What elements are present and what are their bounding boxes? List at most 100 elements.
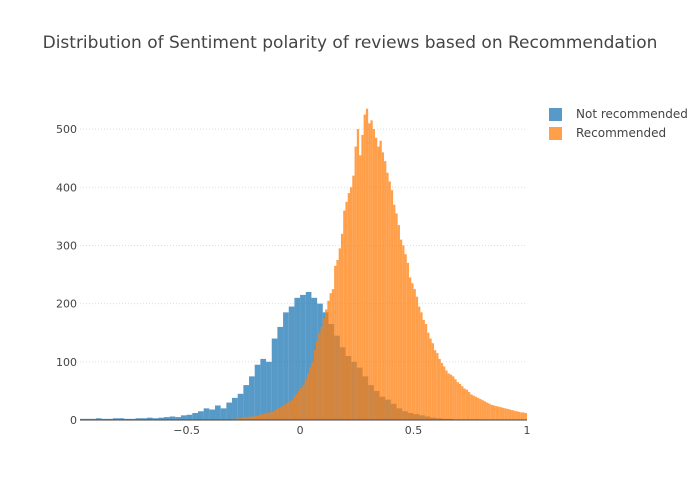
- histogram-bar: [300, 294, 306, 420]
- histogram-bar: [260, 358, 267, 420]
- histogram-bar: [386, 172, 389, 420]
- histogram-bar: [433, 350, 437, 420]
- histogram-bar: [443, 366, 446, 420]
- histogram-bar: [152, 418, 159, 420]
- histogram-bar: [347, 193, 351, 420]
- histogram-bar: [266, 413, 269, 420]
- histogram-bar: [252, 416, 255, 420]
- histogram-bar: [486, 402, 489, 420]
- histogram-bar: [272, 410, 276, 420]
- histogram-bar: [268, 412, 271, 420]
- histogram-bar: [261, 414, 264, 420]
- histogram-bar: [163, 417, 170, 420]
- histogram-bar: [406, 262, 410, 420]
- histogram-bar: [422, 319, 425, 420]
- histogram-bar: [393, 204, 396, 420]
- histogram-bar: [325, 309, 328, 420]
- histogram-bar: [499, 407, 503, 420]
- y-tick-label: 100: [56, 356, 77, 369]
- histogram-bar: [340, 233, 344, 420]
- histogram-bar: [327, 300, 330, 420]
- histogram-bar: [429, 338, 432, 420]
- histogram-bar: [488, 403, 491, 420]
- histogram-bar: [338, 248, 341, 420]
- histogram-bar: [399, 239, 403, 420]
- histogram-bar: [415, 296, 419, 420]
- histogram-bar: [135, 418, 142, 420]
- histogram-bar: [452, 376, 455, 420]
- histogram-bar: [129, 418, 136, 420]
- histogram-bar: [320, 326, 323, 420]
- histogram-bar: [454, 379, 457, 420]
- legend-label[interactable]: Not recommended: [576, 107, 688, 121]
- histogram-bar: [318, 332, 321, 420]
- histogram-bar: [192, 413, 198, 420]
- histogram-bar: [250, 416, 253, 420]
- histogram-bar: [254, 364, 261, 420]
- histogram-bar: [220, 408, 227, 420]
- histogram-bar: [354, 146, 357, 420]
- histogram-bar: [379, 140, 382, 420]
- y-tick-label: 400: [56, 181, 77, 194]
- histogram-bar: [508, 409, 512, 420]
- histogram-bar: [270, 411, 273, 420]
- histogram-bar: [186, 414, 193, 420]
- x-tick-label: −0.5: [173, 424, 200, 437]
- histogram-bar: [381, 152, 385, 420]
- histogram-bar: [236, 418, 239, 420]
- histogram-bar: [331, 289, 335, 420]
- histogram-bar: [506, 408, 509, 420]
- histogram-bar: [418, 306, 421, 420]
- histogram-bar: [515, 411, 518, 420]
- histogram-bar: [445, 370, 448, 420]
- histogram-bar: [300, 388, 303, 420]
- histogram-bar: [495, 406, 498, 420]
- axis-layer: 0 100 200 300 400 500 −0.5 0 0.5 1: [56, 123, 531, 437]
- histogram-bar: [247, 417, 251, 420]
- histogram-bar: [447, 373, 450, 420]
- legend-swatch[interactable]: [549, 108, 562, 121]
- histogram-bar: [370, 120, 373, 420]
- histogram-bar: [259, 414, 262, 420]
- histogram-bar: [504, 408, 507, 420]
- bars-layer: [80, 108, 527, 421]
- histogram-bar: [118, 418, 125, 420]
- legend-swatch[interactable]: [549, 127, 562, 140]
- x-tick-label: 1: [524, 424, 531, 437]
- histogram-bar: [413, 289, 416, 420]
- histogram-bar: [291, 399, 294, 420]
- histogram-bar: [304, 379, 307, 420]
- histogram-bar: [302, 385, 305, 420]
- histogram-bar: [404, 254, 407, 420]
- histogram-bar: [465, 389, 469, 420]
- histogram-bar: [492, 405, 496, 420]
- histogram-bar: [456, 382, 459, 420]
- histogram-bar: [124, 418, 130, 420]
- histogram-bar: [232, 418, 235, 420]
- histogram-bar: [263, 413, 267, 420]
- histogram-bar: [511, 410, 514, 420]
- histogram-bar: [169, 416, 176, 420]
- histogram-bar: [474, 396, 478, 420]
- histogram-bar: [311, 361, 314, 420]
- histogram-bar: [234, 418, 237, 420]
- histogram-bar: [458, 383, 462, 420]
- histogram-bar: [431, 343, 434, 420]
- histogram-bar: [266, 361, 272, 420]
- legend: Not recommended Recommended: [549, 107, 688, 140]
- histogram-bar: [359, 155, 362, 421]
- histogram-bar: [372, 129, 375, 420]
- histogram-bar: [209, 409, 216, 420]
- histogram-bar: [141, 418, 147, 420]
- histogram-bar: [440, 362, 444, 420]
- histogram-bar: [95, 418, 102, 420]
- y-tick-label: 500: [56, 123, 77, 136]
- legend-label[interactable]: Recommended: [576, 126, 666, 140]
- histogram-bar: [343, 210, 346, 420]
- histogram-bar: [463, 388, 466, 420]
- histogram-bar: [215, 405, 221, 420]
- histogram-bar: [384, 161, 387, 420]
- histogram-bar: [352, 175, 355, 420]
- histogram-bar: [436, 353, 439, 420]
